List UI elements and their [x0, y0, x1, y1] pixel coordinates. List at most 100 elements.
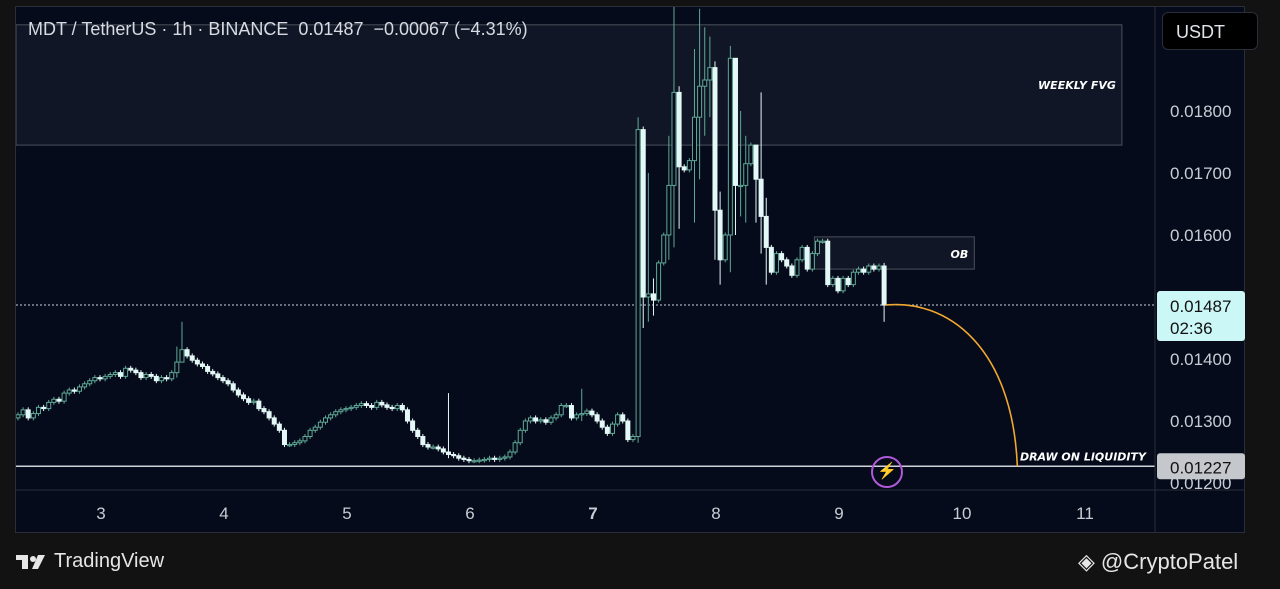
- x-tick-label: 3: [96, 504, 105, 523]
- candle-body: [328, 414, 334, 419]
- candle: [251, 398, 257, 405]
- candle: [138, 370, 144, 381]
- candle: [620, 412, 626, 424]
- candle-body: [410, 420, 416, 431]
- candle-body: [297, 440, 303, 444]
- candle: [784, 257, 790, 269]
- candle: [205, 363, 211, 374]
- candle-body: [97, 377, 103, 380]
- candle: [66, 387, 72, 396]
- candle-body: [266, 411, 272, 419]
- candle-body: [609, 423, 615, 434]
- candle: [825, 238, 831, 288]
- candle: [174, 346, 180, 378]
- candle: [225, 378, 231, 387]
- candle-body: [543, 419, 549, 423]
- chart-panel[interactable]: [15, 6, 1245, 533]
- candle: [297, 438, 303, 446]
- candle-body: [476, 459, 482, 462]
- candle: [502, 454, 508, 461]
- candle-body: [527, 417, 533, 422]
- candle: [302, 434, 308, 444]
- candle: [538, 417, 544, 424]
- candle: [261, 406, 267, 415]
- candle-body: [35, 406, 41, 415]
- candle-body: [399, 405, 405, 411]
- x-tick-label: 4: [219, 504, 228, 523]
- candle: [517, 427, 523, 446]
- candle-body: [630, 436, 636, 441]
- candle: [615, 412, 621, 427]
- candle-body: [707, 67, 713, 81]
- candle: [630, 434, 636, 443]
- candle: [420, 434, 426, 448]
- candle-body: [871, 265, 877, 270]
- candle: [194, 357, 200, 367]
- candle-body: [507, 451, 513, 458]
- candle-body: [809, 253, 815, 270]
- candle-body: [179, 349, 185, 363]
- candle-body: [379, 401, 385, 406]
- candle-body: [620, 414, 626, 422]
- candle-body: [512, 442, 518, 453]
- candle: [158, 375, 164, 384]
- candle: [707, 36, 713, 118]
- candle: [358, 401, 364, 408]
- tradingview-logo[interactable]: TradingView: [16, 550, 164, 573]
- candle: [497, 455, 503, 462]
- candle: [292, 440, 298, 448]
- candle-body: [184, 349, 190, 357]
- candle-body: [123, 367, 129, 377]
- candle: [220, 375, 226, 384]
- candle-body: [66, 389, 72, 394]
- candle: [179, 321, 185, 363]
- symbol-header: MDT / TetherUS · 1h · BINANCE 0.01487 −0…: [28, 19, 528, 39]
- candle: [861, 266, 867, 275]
- candle: [102, 373, 108, 382]
- candle: [451, 452, 457, 459]
- candle: [51, 396, 57, 405]
- candle: [271, 415, 277, 427]
- candle-body: [784, 259, 790, 267]
- currency-button[interactable]: USDT: [1162, 12, 1258, 50]
- candle: [625, 418, 631, 443]
- candle-body: [174, 361, 180, 374]
- candle-body: [866, 265, 872, 273]
- plot-area: WEEKLY FVG OB DRAW ON LIQUIDITY: [16, 7, 1155, 468]
- watermark-text: @CryptoPatel: [1100, 549, 1239, 574]
- candle: [722, 232, 728, 263]
- candle: [461, 455, 467, 462]
- candle-body: [553, 414, 559, 419]
- candle-body: [394, 405, 400, 410]
- candle-body: [702, 79, 708, 87]
- candle-body: [738, 184, 744, 188]
- candle: [20, 407, 26, 418]
- candle: [748, 142, 754, 167]
- candle: [133, 367, 139, 376]
- x-tick-label: 5: [342, 504, 351, 523]
- order-block-zone: [813, 236, 975, 270]
- candle-body: [82, 383, 88, 388]
- candle-body: [522, 420, 528, 431]
- candle: [56, 396, 62, 404]
- candle: [845, 275, 851, 288]
- candle-body: [563, 405, 569, 408]
- candle: [230, 381, 236, 393]
- candle: [466, 456, 472, 464]
- candle-body: [850, 271, 856, 286]
- candle-body: [615, 414, 621, 425]
- candle: [240, 392, 246, 402]
- candle: [855, 266, 861, 275]
- draw-on-liquidity-label: DRAW ON LIQUIDITY: [1020, 450, 1147, 463]
- candle-body: [799, 246, 805, 261]
- candle: [814, 238, 820, 257]
- candle-body: [20, 409, 26, 416]
- candle-body: [763, 215, 769, 248]
- lightning-icon[interactable]: ⚡: [871, 456, 903, 488]
- candle-body: [661, 234, 667, 264]
- candle-body: [533, 417, 539, 422]
- candle: [384, 402, 390, 410]
- candle: [809, 251, 815, 272]
- candle-body: [538, 419, 544, 422]
